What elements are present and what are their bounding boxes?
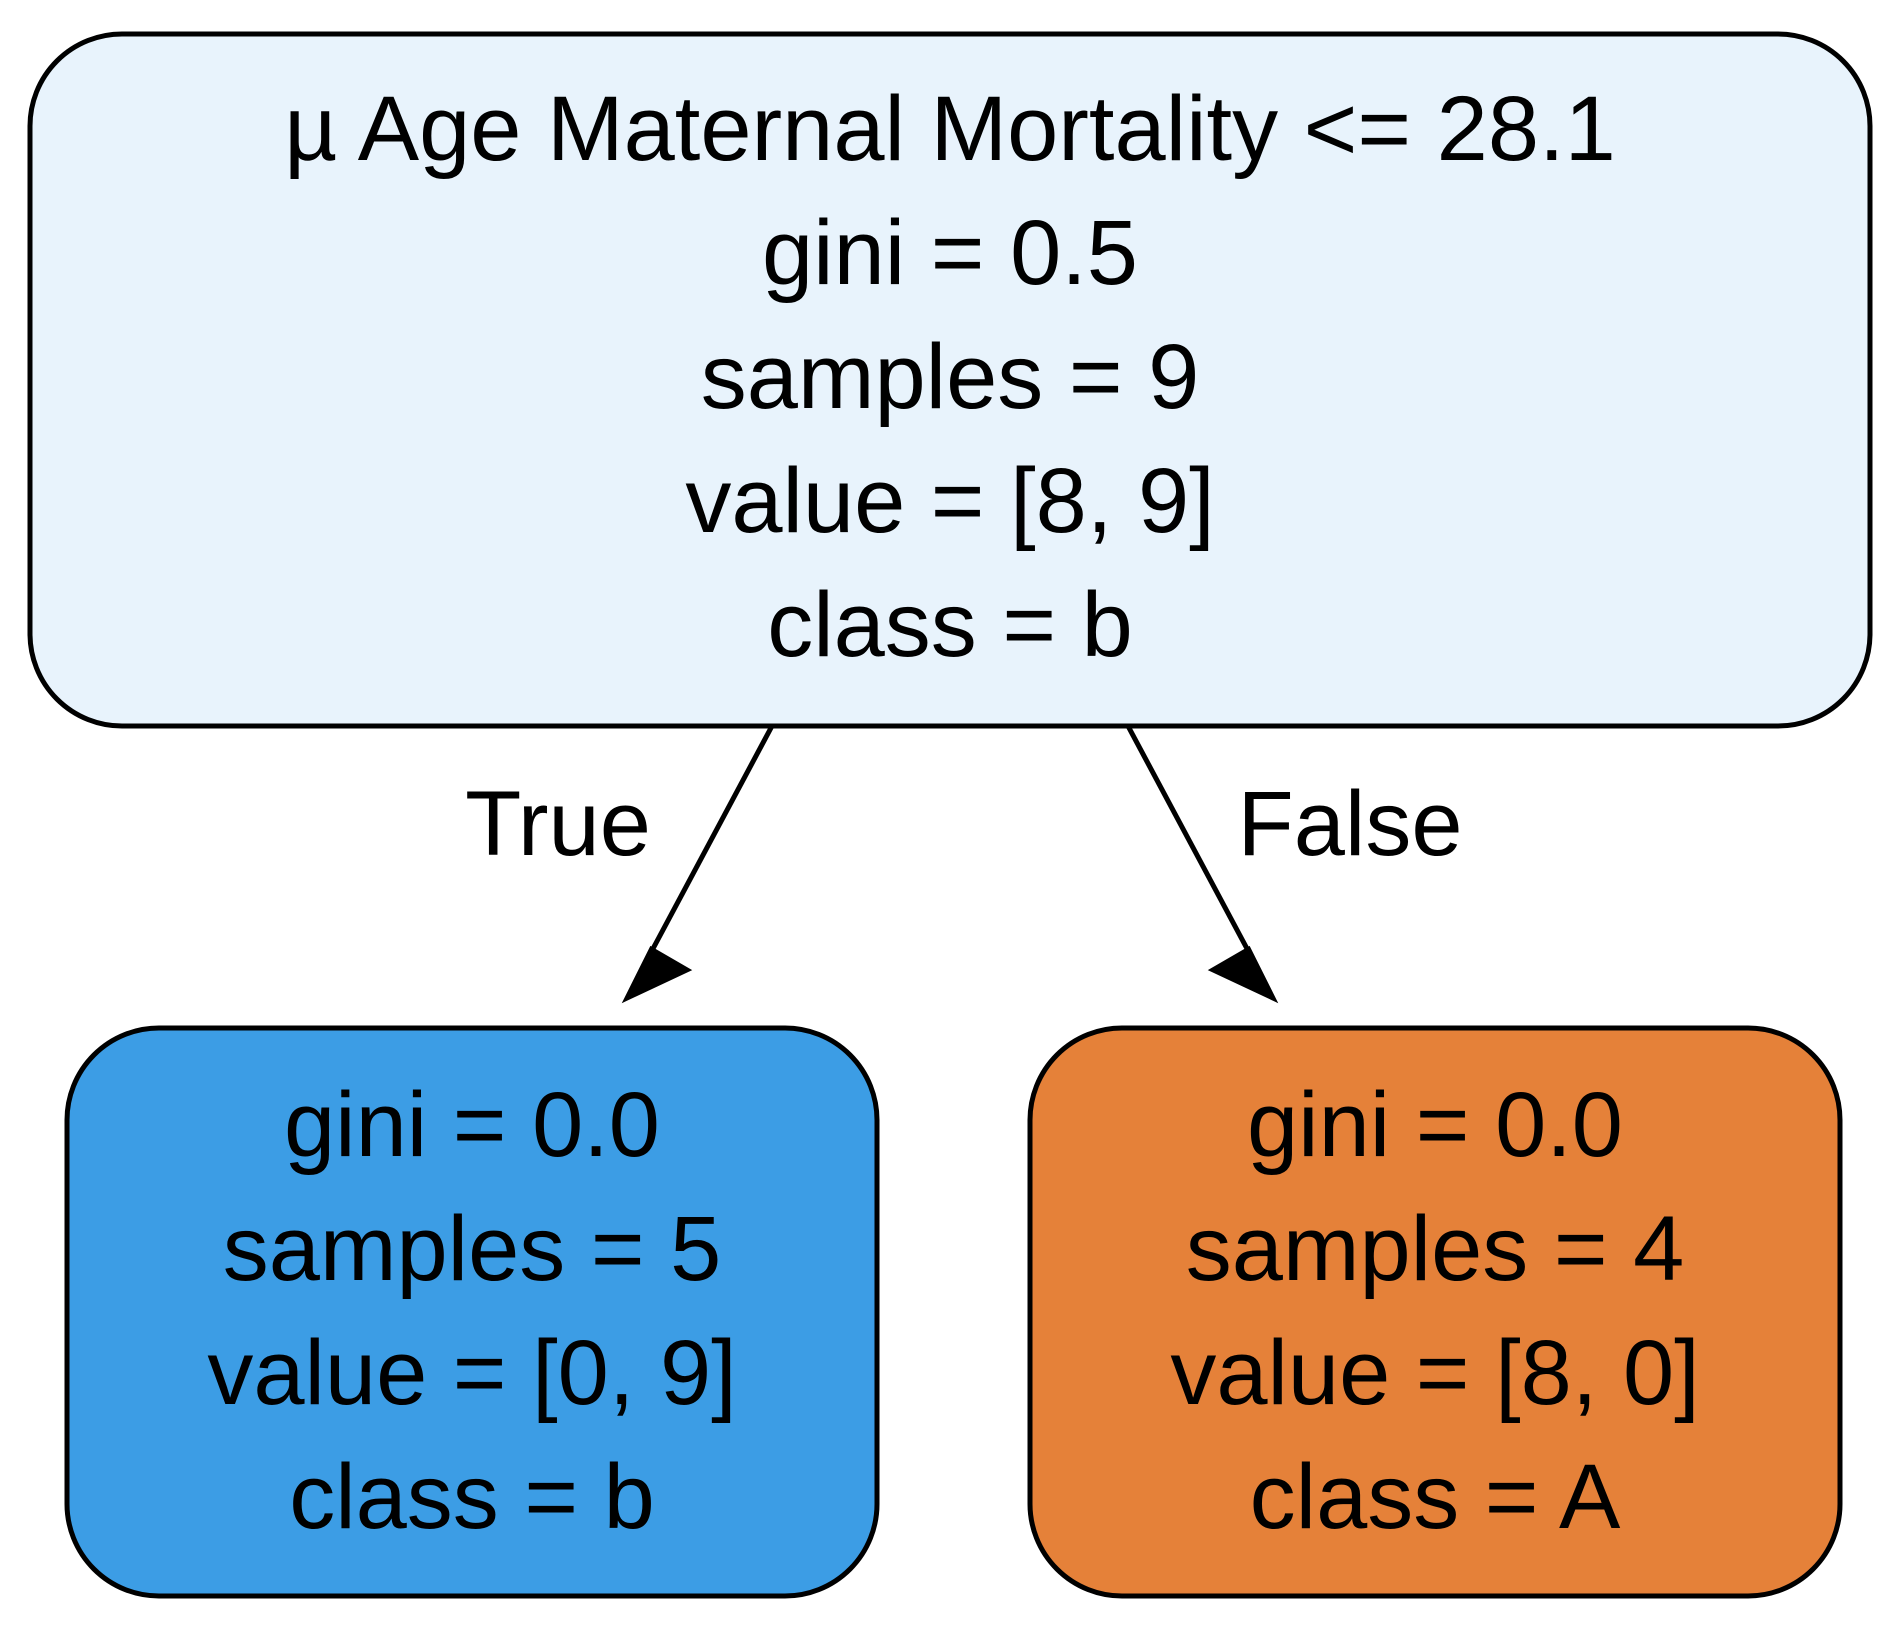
arrowhead-true xyxy=(621,945,693,1004)
node-box-root xyxy=(27,31,1873,729)
node-root-split-rule: µ Age Maternal Mortality <= 28.1 xyxy=(284,78,1615,180)
node-right-gini: gini = 0.0 xyxy=(1247,1074,1623,1176)
node-left-samples: samples = 5 xyxy=(223,1198,722,1300)
node-right-samples: samples = 4 xyxy=(1186,1198,1685,1300)
node-right-class: class = A xyxy=(1250,1446,1621,1548)
tree-node-root: µ Age Maternal Mortality <= 28.1 gini = … xyxy=(27,31,1873,729)
node-root-gini: gini = 0.5 xyxy=(762,202,1138,304)
edge-label-true: True xyxy=(465,773,651,875)
edge-false: False xyxy=(1125,724,1463,1004)
tree-node-left: gini = 0.0 samples = 5 value = [0, 9] cl… xyxy=(64,1025,880,1599)
node-left-gini: gini = 0.0 xyxy=(284,1074,660,1176)
edge-line-false xyxy=(1125,724,1255,960)
arrowhead-false xyxy=(1207,945,1279,1004)
edge-true: True xyxy=(465,724,775,1004)
node-root-class: class = b xyxy=(767,574,1133,676)
node-root-value: value = [8, 9] xyxy=(685,450,1214,552)
node-root-samples: samples = 9 xyxy=(701,326,1200,428)
node-left-class: class = b xyxy=(289,1446,655,1548)
edge-line-true xyxy=(645,724,775,960)
node-box-left xyxy=(64,1025,880,1599)
node-box-right xyxy=(1027,1025,1843,1599)
edge-label-false: False xyxy=(1238,773,1463,875)
node-right-value: value = [8, 0] xyxy=(1170,1322,1699,1424)
node-left-value: value = [0, 9] xyxy=(207,1322,736,1424)
tree-node-right: gini = 0.0 samples = 4 value = [8, 0] cl… xyxy=(1027,1025,1843,1599)
